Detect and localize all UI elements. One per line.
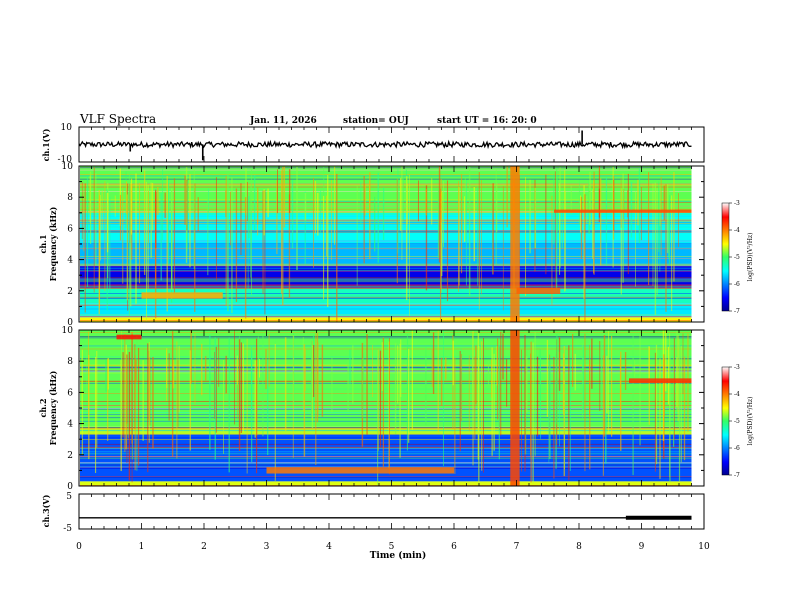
ch1-spec-event-2 xyxy=(516,287,561,294)
ch2-spec-colorbar-tick--7: -7 xyxy=(734,472,740,479)
time-tick-7: 7 xyxy=(514,542,520,552)
ch1-waveform-ylabel: ch.1(V) xyxy=(41,128,51,161)
ch1-colorbar: -3 -4 -5 -6 -7 log(PSD)(V²/Hz) xyxy=(721,200,754,315)
date-label: Jan. 11, 2026 xyxy=(249,116,317,126)
time-tick-0: 0 xyxy=(76,542,82,552)
ch1-colorbar-gradient xyxy=(721,202,730,312)
ch1-spec-ytick-2: 2 xyxy=(67,287,73,297)
ch2-spec-ytick-4: 4 xyxy=(67,420,73,430)
ch3-level-ylabel: ch.3(V) xyxy=(41,494,51,527)
ch2-colorbar-gradient xyxy=(721,366,730,476)
ch1-spec-event-0 xyxy=(510,166,520,322)
ch1-spec-band-1 xyxy=(80,303,692,318)
ch1-spec-ytick-10: 10 xyxy=(62,162,74,172)
ch2-spectrogram-panel: 0 2 4 6 8 10 ch.2 Frequency (kHz) xyxy=(38,326,705,492)
ch1-ytick-bottom: -10 xyxy=(58,155,73,165)
ch1-spec-colorbar-tick--6: -6 xyxy=(734,281,740,288)
ch2-spec-colorbar-tick--6: -6 xyxy=(734,445,740,452)
ch2-colorbar: -3 -4 -5 -6 -7 log(PSD)(V²/Hz) xyxy=(721,364,754,479)
ch2-spec-event-2 xyxy=(629,378,692,384)
ch1-waveform-line xyxy=(78,139,692,150)
ch1-spec-ytick-0: 0 xyxy=(67,318,73,328)
ch3-ytick-top: 5 xyxy=(66,492,72,502)
figure-title: VLF Spectra xyxy=(79,112,156,126)
ch1-waveform-panel: 10 -10 ch.1(V) xyxy=(41,123,705,165)
ch1-spec-colorbar-tick--5: -5 xyxy=(734,254,740,261)
ch2-spec-ytick-10: 10 xyxy=(62,326,74,336)
time-axis-label: Time (min) xyxy=(370,550,427,561)
start-time-label: start UT = 16: 20: 0 xyxy=(437,116,537,126)
ch1-spectrogram-panel: 0 2 4 6 8 10 ch.1 Frequency (kHz) xyxy=(38,162,705,328)
time-tick-1: 1 xyxy=(139,542,145,552)
station-label: station= OUJ xyxy=(343,116,409,126)
ch1-spec-ytick-4: 4 xyxy=(67,256,73,266)
ch1-spec-ytick-8: 8 xyxy=(67,193,73,203)
time-axis: 0 1 2 3 4 5 6 7 8 9 10 xyxy=(76,127,710,552)
ch1-spec-band-4 xyxy=(80,244,692,266)
ch2-spec-ylabel-channel: ch.2 xyxy=(38,398,48,417)
ch2-spec-band-0 xyxy=(80,481,692,486)
ch1-spec-ylabel-frequency: Frequency (kHz) xyxy=(48,206,58,281)
time-tick-9: 9 xyxy=(639,542,645,552)
time-tick-3: 3 xyxy=(264,542,270,552)
time-tick-10: 10 xyxy=(698,542,710,552)
ch2-spec-colorbar-tick--5: -5 xyxy=(734,418,740,425)
ch2-spec-ylabel-frequency: Frequency (kHz) xyxy=(48,370,58,445)
ch2-spec-ytick-8: 8 xyxy=(67,357,73,367)
ch2-spec-texture xyxy=(80,330,692,486)
ch1-colorbar-label: log(PSD)(V²/Hz) xyxy=(747,233,754,282)
ch1-spec-band-0 xyxy=(80,317,692,322)
ch1-waveform-trace xyxy=(78,130,692,161)
ch2-spec-event-0 xyxy=(510,330,520,486)
ch1-spec-event-3 xyxy=(141,292,223,299)
time-tick-5: 5 xyxy=(389,542,395,552)
ch2-spec-ytick-2: 2 xyxy=(67,451,73,461)
ch3-ytick-bottom: -5 xyxy=(63,524,72,534)
ch2-spec-event-3 xyxy=(266,467,454,474)
ch2-spec-ytick-6: 6 xyxy=(67,388,73,398)
ch1-spectrogram-image xyxy=(80,166,692,322)
ch1-spec-colorbar-tick--7: -7 xyxy=(734,308,740,315)
ch2-spec-ytick-0: 0 xyxy=(67,482,73,492)
ch1-spec-colorbar-tick--3: -3 xyxy=(734,200,740,207)
ch1-ytick-top: 10 xyxy=(61,123,73,133)
ch3-level-panel: 5 -5 ch.3(V) xyxy=(41,492,705,534)
ch1-spec-ylabel-channel: ch.1 xyxy=(38,234,48,253)
time-tick-6: 6 xyxy=(451,542,457,552)
time-tick-2: 2 xyxy=(201,542,207,552)
time-tick-4: 4 xyxy=(326,542,332,552)
ch1-spec-colorbar-tick--4: -4 xyxy=(734,227,740,234)
ch2-colorbar-label: log(PSD)(V²/Hz) xyxy=(747,397,754,446)
ch2-spec-colorbar-tick--3: -3 xyxy=(734,364,740,371)
ch2-spectrogram-image xyxy=(80,330,692,486)
ch2-spec-event-1 xyxy=(116,334,142,340)
ch1-spec-texture xyxy=(80,166,692,322)
ch1-spec-event-1 xyxy=(554,209,692,213)
time-tick-8: 8 xyxy=(576,542,582,552)
ch1-spec-ytick-6: 6 xyxy=(67,224,73,234)
ch2-spec-colorbar-tick--4: -4 xyxy=(734,391,740,398)
